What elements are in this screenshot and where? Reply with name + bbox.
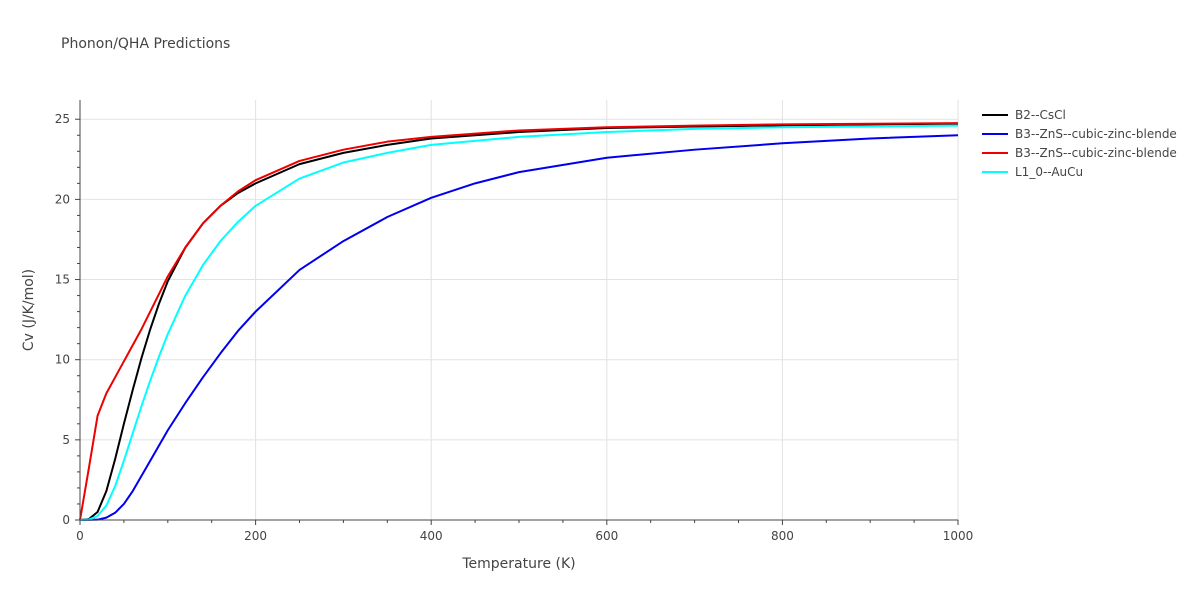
- legend-item[interactable]: L1_0--AuCu: [982, 165, 1083, 179]
- legend-item[interactable]: B2--CsCl: [982, 108, 1066, 122]
- legend-label: B2--CsCl: [1015, 108, 1066, 122]
- y-tick-label: 10: [55, 353, 70, 367]
- y-tick-label: 20: [55, 192, 70, 206]
- x-tick-label: 600: [595, 529, 618, 543]
- chart-title: Phonon/QHA Predictions: [61, 36, 231, 52]
- x-tick-label: 800: [771, 529, 794, 543]
- series-lines[interactable]: [79, 122, 959, 521]
- y-tick-label: 0: [62, 513, 70, 527]
- series-line-1[interactable]: [79, 134, 959, 521]
- series-line-3[interactable]: [79, 124, 959, 521]
- y-tick-label: 5: [62, 433, 70, 447]
- x-tick-label: 200: [244, 529, 267, 543]
- legend[interactable]: B2--CsCl B3--ZnS--cubic-zinc-blende B3--Zn…: [982, 108, 1177, 179]
- legend-label: B3--ZnS--cubic-zinc-blende: [1015, 127, 1177, 141]
- legend-label: B3--ZnS--cubic-zinc-blende: [1015, 146, 1177, 160]
- x-axis-title: Temperature (K): [461, 556, 575, 572]
- x-tick-label: 0: [76, 529, 84, 543]
- y-axis-title: Cv (J/K/mol): [21, 269, 37, 351]
- legend-label: L1_0--AuCu: [1015, 165, 1083, 179]
- series-line-0[interactable]: [79, 122, 959, 521]
- y-tick-label: 25: [55, 112, 70, 126]
- legend-item[interactable]: B3--ZnS--cubic-zinc-blende: [982, 127, 1177, 141]
- legend-item[interactable]: B3--ZnS--cubic-zinc-blende: [982, 146, 1177, 160]
- x-tick-label: 400: [420, 529, 443, 543]
- x-tick-label: 1000: [943, 529, 974, 543]
- grid-lines: [80, 100, 959, 520]
- series-line-2[interactable]: [79, 122, 959, 521]
- axes: 0 200 400 600 800 1000 0 5 10 15 20 25: [55, 100, 974, 543]
- y-tick-label: 15: [55, 273, 70, 287]
